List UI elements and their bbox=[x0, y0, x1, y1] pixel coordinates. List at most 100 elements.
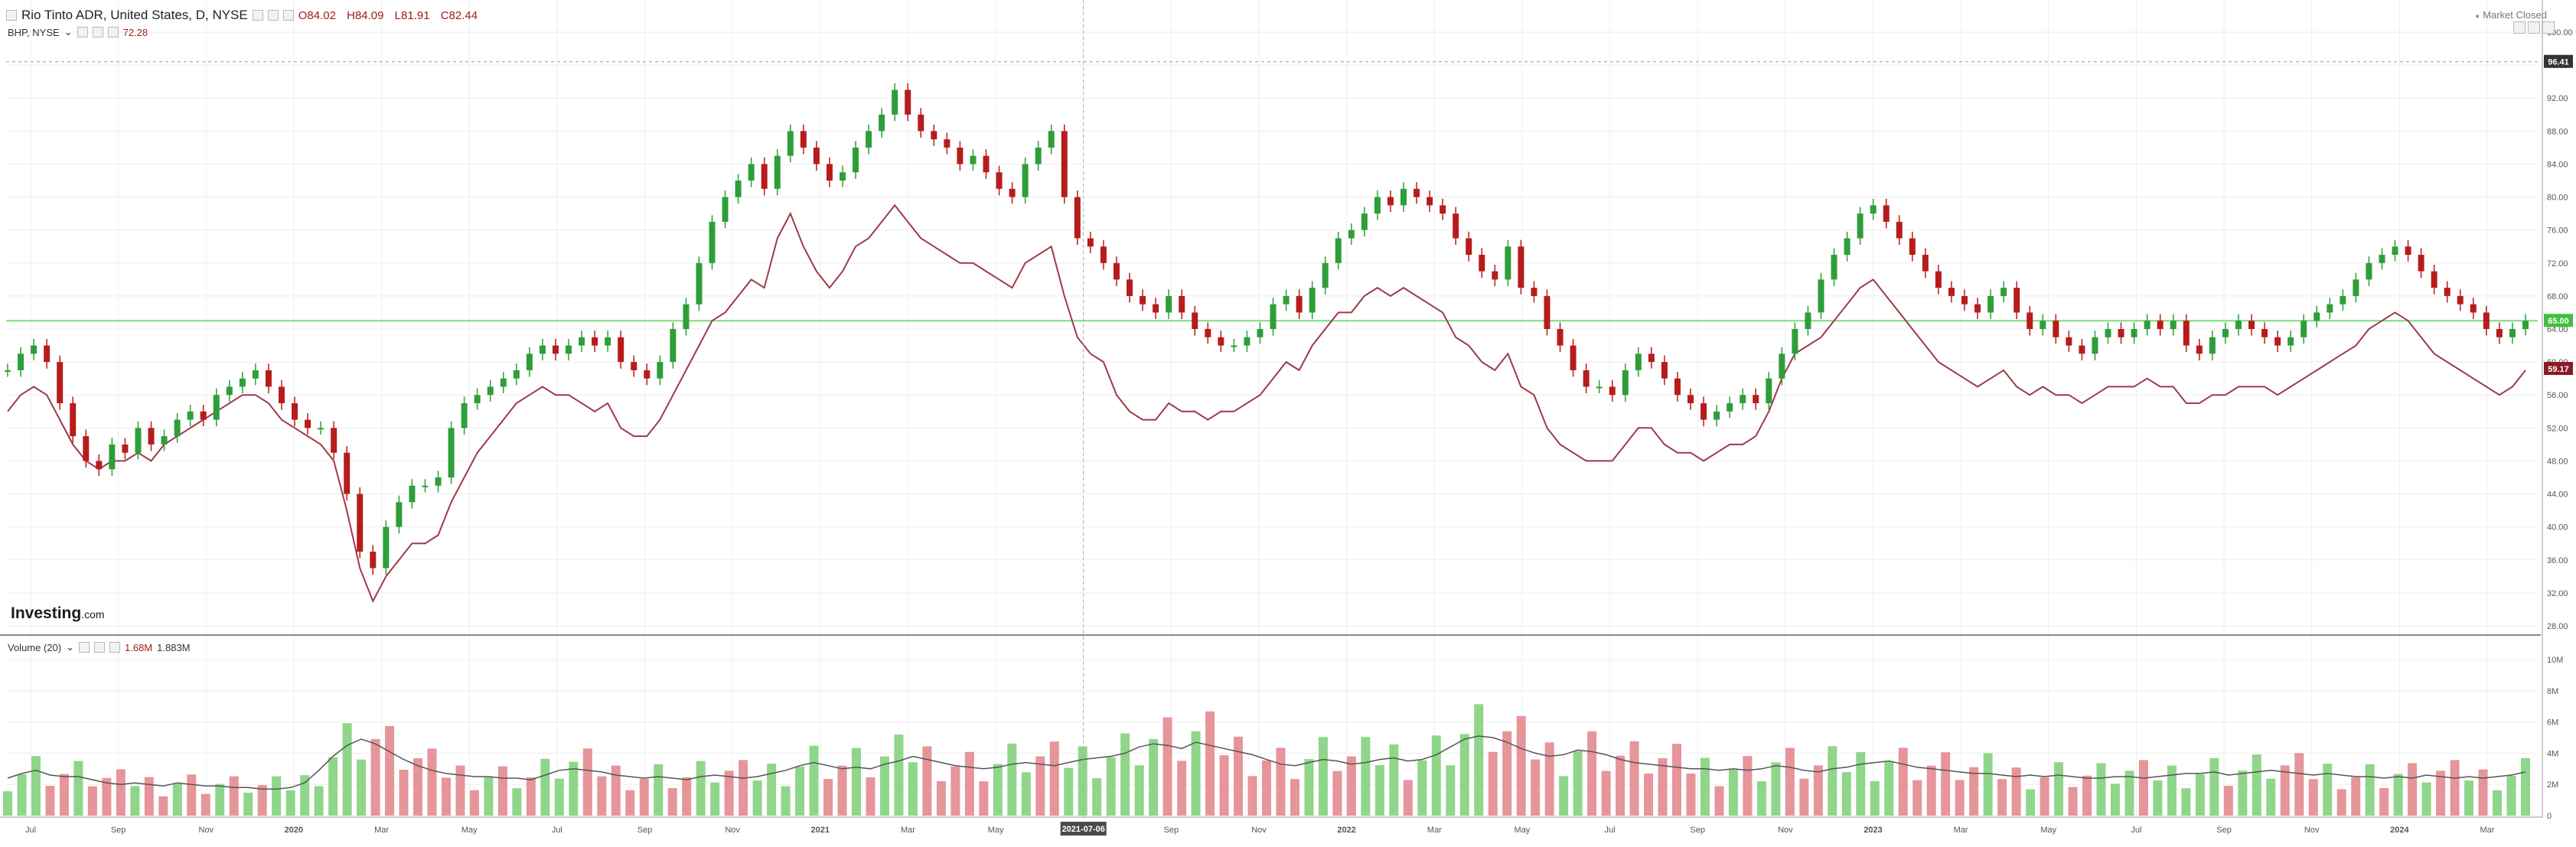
volume-bar[interactable] bbox=[1361, 737, 1371, 816]
candle-body[interactable] bbox=[2300, 321, 2307, 337]
volume-bar[interactable] bbox=[2408, 763, 2418, 816]
volume-bar[interactable] bbox=[300, 775, 310, 816]
volume-bar[interactable] bbox=[2365, 764, 2375, 816]
volume-bar[interactable] bbox=[1516, 715, 1526, 816]
candle-body[interactable] bbox=[2118, 329, 2124, 337]
candle-body[interactable] bbox=[1296, 295, 1303, 313]
candle-body[interactable] bbox=[57, 362, 64, 403]
candle-body[interactable] bbox=[2340, 295, 2346, 305]
candle-body[interactable] bbox=[409, 485, 416, 503]
candle-body[interactable] bbox=[996, 172, 1003, 189]
candle-body[interactable] bbox=[500, 378, 507, 387]
volume-bar[interactable] bbox=[116, 769, 126, 816]
volume-bar[interactable] bbox=[130, 786, 140, 816]
candle-body[interactable] bbox=[2431, 271, 2437, 288]
volume-bar[interactable] bbox=[172, 783, 182, 816]
candle-body[interactable] bbox=[2248, 321, 2255, 329]
candle-body[interactable] bbox=[1753, 395, 1759, 403]
volume-bar[interactable] bbox=[2351, 777, 2361, 816]
candle-body[interactable] bbox=[31, 345, 37, 354]
volume-bar[interactable] bbox=[469, 790, 479, 816]
candle-body[interactable] bbox=[292, 403, 298, 420]
volume-bar[interactable] bbox=[2195, 774, 2205, 816]
volume-bar[interactable] bbox=[484, 777, 494, 816]
volume-bar[interactable] bbox=[441, 777, 451, 816]
volume-bar[interactable] bbox=[215, 783, 225, 816]
volume-bar[interactable] bbox=[1431, 735, 1441, 816]
volume-close-button[interactable] bbox=[109, 642, 120, 653]
candle-body[interactable] bbox=[96, 461, 103, 470]
candle-body[interactable] bbox=[1648, 353, 1655, 363]
volume-bar[interactable] bbox=[654, 764, 664, 816]
candle-body[interactable] bbox=[1844, 238, 1850, 255]
candle-body[interactable] bbox=[1218, 337, 1224, 346]
volume-bar[interactable] bbox=[1474, 704, 1484, 816]
candle-body[interactable] bbox=[1414, 188, 1420, 197]
candle-body[interactable] bbox=[1909, 238, 1916, 255]
candle-body[interactable] bbox=[2457, 295, 2464, 305]
volume-bar[interactable] bbox=[1743, 756, 1753, 816]
candle-body[interactable] bbox=[487, 386, 494, 396]
candle-body[interactable] bbox=[2157, 321, 2164, 329]
volume-bar[interactable] bbox=[922, 746, 932, 816]
volume-bar[interactable] bbox=[2238, 770, 2248, 816]
volume-bar[interactable] bbox=[569, 761, 579, 816]
candle-body[interactable] bbox=[1283, 295, 1290, 305]
candle-body[interactable] bbox=[1322, 262, 1329, 288]
candle-body[interactable] bbox=[2274, 337, 2281, 346]
volume-bar[interactable] bbox=[1573, 751, 1583, 816]
candle-body[interactable] bbox=[1674, 378, 1681, 396]
volume-bar[interactable] bbox=[1120, 733, 1130, 816]
candle-body[interactable] bbox=[1531, 288, 1537, 296]
candle-body[interactable] bbox=[2327, 304, 2333, 313]
volume-bar[interactable] bbox=[879, 756, 889, 816]
candle-body[interactable] bbox=[370, 552, 377, 568]
candle-body[interactable] bbox=[735, 181, 742, 197]
volume-bar[interactable] bbox=[1488, 751, 1498, 816]
volume-bar[interactable] bbox=[1049, 741, 1059, 816]
candle-body[interactable] bbox=[2170, 321, 2177, 329]
candle-body[interactable] bbox=[1035, 147, 1042, 165]
volume-bar[interactable] bbox=[385, 725, 395, 816]
candle-body[interactable] bbox=[305, 419, 311, 428]
candle-body[interactable] bbox=[552, 345, 559, 354]
volume-bar[interactable] bbox=[1459, 734, 1469, 816]
candle-body[interactable] bbox=[879, 114, 885, 132]
candle-body[interactable] bbox=[1140, 295, 1146, 305]
candle-body[interactable] bbox=[1087, 238, 1094, 247]
candle-body[interactable] bbox=[213, 395, 220, 420]
candle-body[interactable] bbox=[265, 370, 272, 387]
candle-body[interactable] bbox=[2144, 321, 2150, 329]
volume-bar[interactable] bbox=[2266, 778, 2276, 816]
candle-body[interactable] bbox=[2027, 312, 2033, 329]
candle-body[interactable] bbox=[2209, 337, 2216, 354]
candle-body[interactable] bbox=[1792, 329, 1798, 354]
candle-body[interactable] bbox=[18, 353, 24, 370]
volume-bar[interactable] bbox=[1205, 711, 1215, 816]
volume-bar[interactable] bbox=[73, 761, 83, 816]
candle-body[interactable] bbox=[2092, 337, 2098, 354]
candle-body[interactable] bbox=[148, 428, 155, 445]
price-panel[interactable] bbox=[5, 61, 2538, 604]
volume-bar[interactable] bbox=[1969, 767, 1979, 816]
candle-body[interactable] bbox=[1427, 197, 1433, 206]
volume-bar[interactable] bbox=[2181, 788, 2191, 816]
candle-body[interactable] bbox=[1883, 205, 1890, 222]
candle-body[interactable] bbox=[918, 114, 924, 132]
volume-bar[interactable] bbox=[1898, 748, 1908, 816]
volume-bar[interactable] bbox=[710, 782, 720, 816]
candle-body[interactable] bbox=[1766, 378, 1772, 403]
volume-bar[interactable] bbox=[1332, 770, 1342, 816]
volume-ma-line[interactable] bbox=[7, 735, 2526, 790]
volume-bar[interactable] bbox=[993, 764, 1003, 816]
candle-body[interactable] bbox=[657, 362, 664, 379]
volume-bar[interactable] bbox=[964, 751, 974, 816]
volume-bar[interactable] bbox=[87, 786, 97, 816]
candle-body[interactable] bbox=[1453, 213, 1459, 239]
candle-body[interactable] bbox=[2496, 329, 2503, 337]
volume-bar[interactable] bbox=[2167, 765, 2177, 816]
candle-body[interactable] bbox=[774, 155, 781, 189]
volume-bar[interactable] bbox=[2124, 770, 2134, 816]
volume-bar[interactable] bbox=[1785, 748, 1795, 816]
candle-body[interactable] bbox=[318, 428, 324, 430]
